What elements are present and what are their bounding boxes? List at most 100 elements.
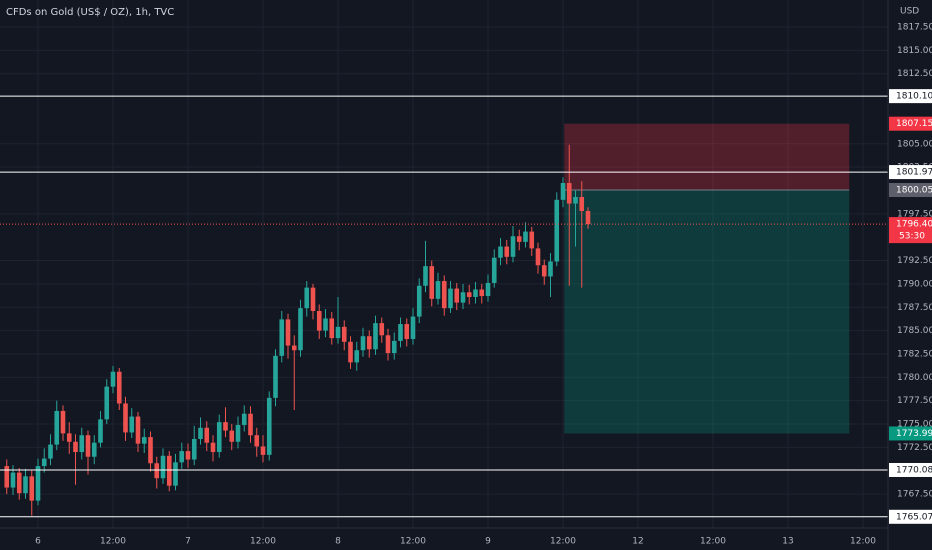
candle-body — [379, 323, 385, 336]
candle-body — [260, 446, 266, 455]
price-label-box — [889, 509, 932, 524]
stop-zone — [564, 123, 850, 191]
candle-body — [110, 371, 116, 387]
x-tick-label: 12:00 — [700, 537, 726, 547]
x-tick-label: 12:00 — [100, 537, 126, 547]
y-tick-label: 1782.50 — [897, 349, 932, 359]
candle-body — [166, 455, 172, 486]
stop-label: 1807.15 — [896, 119, 932, 129]
candle-body — [229, 430, 235, 442]
candle-body — [104, 386, 110, 420]
candle-body — [354, 350, 360, 363]
candle-body — [298, 308, 303, 351]
candle-body — [585, 211, 591, 225]
candle-body — [448, 288, 453, 309]
candle-body — [254, 435, 260, 447]
y-tick-label: 1812.50 — [897, 69, 932, 79]
candle-body — [504, 246, 510, 257]
x-tick-label: 12:00 — [400, 537, 426, 547]
candle-body — [154, 463, 160, 479]
y-tick-label: 1772.50 — [897, 443, 932, 453]
candle-body — [441, 281, 447, 309]
candle-body — [473, 289, 478, 297]
y-tick-label: 1777.50 — [897, 396, 932, 406]
y-tick-label: 1792.50 — [897, 256, 932, 266]
candle-body — [273, 355, 278, 398]
y-tick-label: 1797.50 — [897, 209, 932, 219]
candle-body — [123, 403, 128, 433]
candle-body — [316, 310, 322, 331]
candle-body — [498, 246, 503, 258]
grid — [0, 0, 888, 528]
candle-body — [179, 451, 185, 463]
axes: 6 12:00 7 12:00 8 12:00 9 12:00 12 12:00 13 12:00 17… — [35, 22, 932, 547]
target-label-box — [889, 426, 932, 441]
candle-body — [216, 422, 222, 453]
x-tick-label: 12 — [632, 537, 643, 547]
price-label: 1810.10 — [896, 92, 932, 102]
y-tick-label: 1775.00 — [897, 420, 932, 430]
entry-label-box — [889, 183, 932, 198]
target-zone — [564, 190, 850, 434]
candle-body — [335, 326, 341, 339]
candle-body — [491, 257, 497, 283]
candle-body — [416, 285, 422, 317]
candle-body — [360, 336, 366, 351]
candle-body — [329, 318, 335, 339]
candle-body — [304, 287, 310, 309]
last-price-label: 1796.40 — [896, 220, 932, 230]
candle-body — [85, 435, 91, 457]
plot — [0, 95, 888, 518]
candle-body — [404, 324, 410, 340]
candle-body — [398, 324, 403, 341]
candle-body — [573, 197, 578, 204]
x-tick-label: 9 — [485, 537, 491, 547]
candle-body — [285, 319, 291, 346]
candle-body — [16, 472, 22, 494]
y-tick-label: 1767.50 — [897, 490, 932, 500]
position-zones — [564, 123, 850, 434]
candle-body — [516, 236, 522, 242]
candle-body — [241, 413, 247, 425]
candle-body — [423, 266, 428, 286]
candle-body — [366, 336, 372, 350]
candle-body — [529, 231, 535, 249]
candle-body — [210, 442, 216, 453]
candle-body — [566, 183, 572, 204]
candle-body — [10, 472, 16, 488]
candle-body — [223, 422, 228, 431]
candle-body — [541, 265, 547, 277]
candle-body — [435, 281, 441, 299]
candle-body — [385, 335, 391, 354]
candle-body — [373, 323, 378, 350]
candle-body — [29, 476, 35, 501]
candle-body — [204, 427, 210, 443]
entry-label: 1800.05 — [896, 186, 932, 196]
candle-body — [23, 476, 28, 494]
candle-body — [54, 410, 60, 445]
candle-body — [235, 424, 241, 442]
candle-body — [510, 236, 516, 257]
price-label: 1765.07 — [896, 512, 932, 522]
candle-body — [160, 455, 166, 479]
y-tick-label: 1817.50 — [897, 22, 932, 32]
candle-body — [248, 413, 253, 436]
countdown-label: 53:30 — [899, 232, 925, 242]
stop-label-box — [889, 116, 932, 131]
currency-label: USD — [900, 7, 919, 17]
candle-body — [429, 266, 435, 299]
candle-body — [4, 466, 10, 488]
candle-body — [460, 292, 466, 303]
candle-body — [198, 427, 203, 439]
y-tick-label: 1787.50 — [897, 303, 932, 313]
x-tick-label: 12:00 — [550, 537, 576, 547]
candle-body — [410, 316, 416, 340]
x-tick-label: 7 — [185, 537, 191, 547]
candle-body — [41, 458, 47, 467]
candle-body — [79, 435, 85, 453]
candle-body — [291, 345, 297, 351]
candle-body — [279, 319, 285, 356]
y-tick-label: 1780.00 — [897, 373, 932, 383]
